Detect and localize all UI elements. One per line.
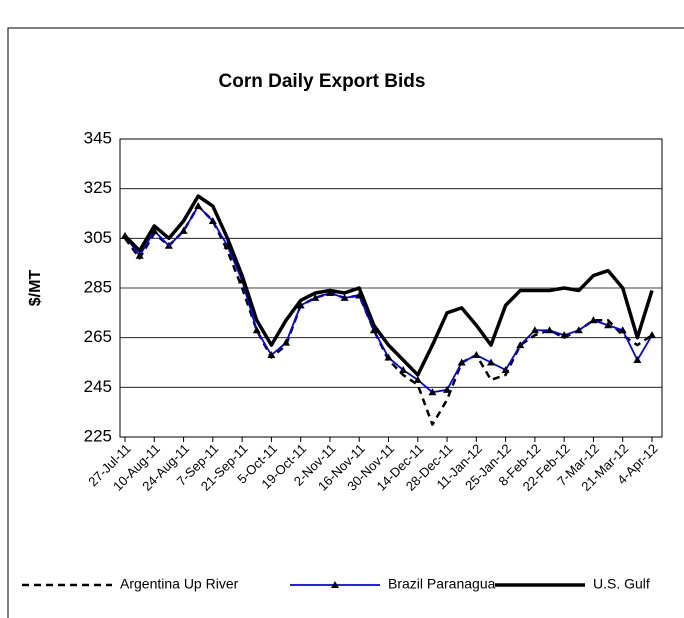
y-tick-label: 305 [84,228,112,247]
series-marker [164,241,173,249]
legend-label: Brazil Paranagua [388,576,496,592]
series-marker [413,375,422,383]
series-marker [384,353,393,361]
series-marker [633,356,642,364]
series-marker [428,388,437,396]
series-marker [560,331,569,339]
series-marker [135,251,144,259]
series-marker [369,326,378,334]
series-marker [208,216,217,224]
y-tick-label: 225 [84,426,112,445]
series-marker [457,358,466,366]
series-marker [194,202,203,210]
series-marker [296,301,305,309]
series-marker [501,365,510,373]
series-marker [399,365,408,373]
legend-label: U.S. Gulf [593,576,650,592]
y-tick-label: 345 [84,128,112,147]
series-marker [179,226,188,234]
y-tick-label: 265 [84,327,112,346]
series-marker [252,326,261,334]
series-marker [545,326,554,334]
series-marker [325,288,334,296]
series-marker [648,331,656,339]
legend-label: Argentina Up River [120,576,239,592]
series-marker [267,351,276,359]
chart-title: Corn Daily Export Bids [219,71,426,92]
series-marker [574,326,583,334]
series-marker [486,358,495,366]
y-axis-label: $/MT [27,270,44,307]
series-marker [472,351,481,359]
legend-marker [331,581,339,588]
series-marker [443,385,452,393]
series-line [123,194,654,377]
series-marker [340,293,349,301]
y-tick-label: 285 [84,277,112,296]
series-marker [282,338,291,346]
y-tick-label: 245 [84,377,112,396]
y-tick-label: 325 [84,178,112,197]
series-marker [589,316,598,324]
series-marker [604,321,613,329]
series-marker [516,341,525,349]
chart-frame [7,27,684,618]
series-marker [311,293,320,301]
series-marker [530,326,539,334]
series-marker [618,326,627,334]
